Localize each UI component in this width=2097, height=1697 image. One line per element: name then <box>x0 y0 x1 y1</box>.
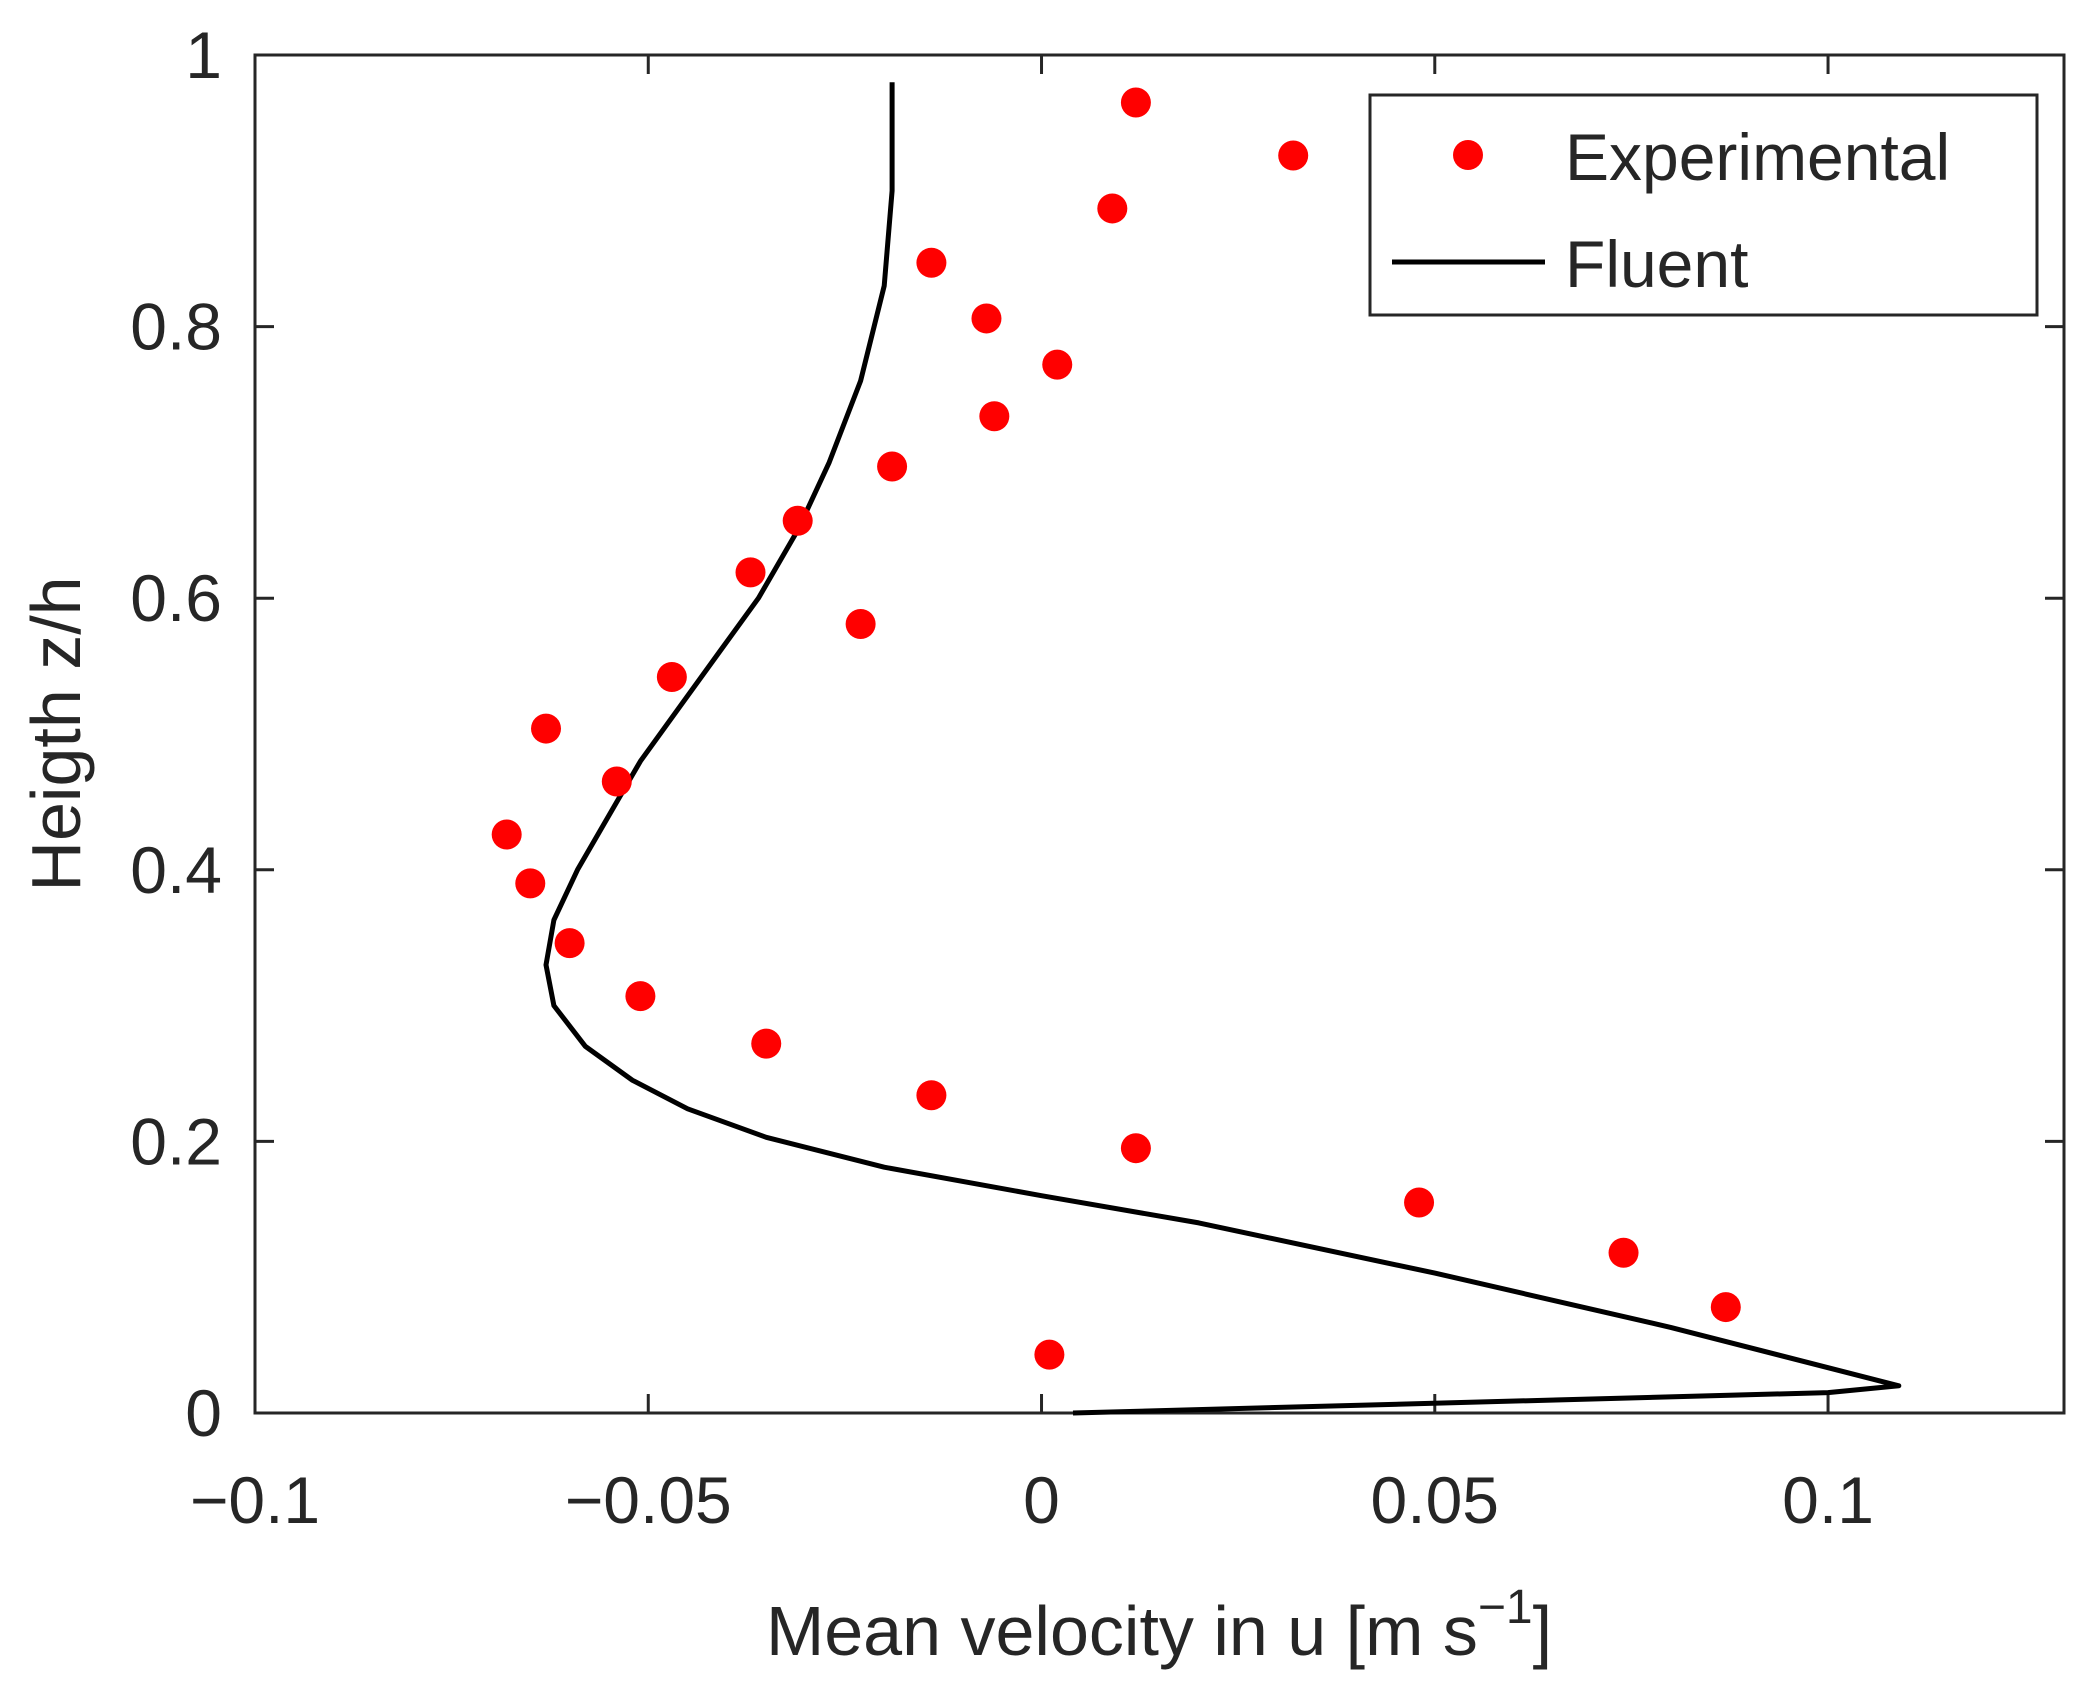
fluent-series-line <box>543 82 1902 1416</box>
experimental-point <box>971 303 1002 334</box>
legend-box <box>1368 93 2039 317</box>
experimental-point <box>751 1028 782 1059</box>
x-tick-label: −0.05 <box>565 1463 732 1537</box>
experimental-point <box>1034 1339 1065 1370</box>
experimental-point <box>554 928 585 959</box>
x-tick-label: −0.1 <box>190 1463 320 1537</box>
y-axis-title: Heigth z/h <box>17 576 95 891</box>
experimental-point <box>531 713 562 744</box>
experimental-point <box>625 981 656 1012</box>
legend-experimental-label: Experimental <box>1565 120 1950 194</box>
experimental-point <box>877 451 908 482</box>
experimental-point <box>1042 349 1073 380</box>
x-tick-label: 0.1 <box>1782 1463 1874 1537</box>
experimental-point <box>735 557 766 588</box>
y-tick-label: 0 <box>185 1376 222 1450</box>
experimental-point <box>1120 87 1151 118</box>
y-tick-label: 0.2 <box>130 1104 222 1178</box>
experimental-point <box>916 247 947 278</box>
experimental-point <box>845 609 876 640</box>
experimental-point <box>601 766 632 797</box>
y-tick-label: 1 <box>185 18 222 92</box>
x-tick-label: 0.05 <box>1371 1463 1499 1537</box>
experimental-point <box>1608 1237 1639 1268</box>
experimental-point <box>979 401 1010 432</box>
y-tick-label: 0.8 <box>130 290 222 364</box>
experimental-point <box>1278 140 1309 171</box>
experimental-point <box>491 819 522 850</box>
x-tick-label: 0 <box>1023 1463 1060 1537</box>
experimental-point <box>1404 1187 1435 1218</box>
legend-fluent-label: Fluent <box>1565 227 1748 301</box>
experimental-point <box>1710 1292 1741 1323</box>
experimental-point <box>916 1080 947 1111</box>
legend: Experimental Fluent <box>1368 93 2039 317</box>
experimental-point <box>1120 1133 1151 1164</box>
experimental-markers <box>491 87 1741 1370</box>
experimental-point <box>1097 193 1128 224</box>
experimental-point <box>515 868 546 899</box>
axis-tick-labels: −0.1 −0.05 0 0.05 0.1 0 0.2 0.4 0.6 0.8 1 <box>130 18 1874 1537</box>
fluent-line-layer <box>543 82 1902 1416</box>
x-axis-title: Mean velocity in u [m s−1] <box>766 1581 1552 1670</box>
y-tick-label: 0.6 <box>130 561 222 635</box>
experimental-point <box>656 661 687 692</box>
experimental-point <box>782 505 813 536</box>
legend-experimental-marker <box>1453 140 1483 170</box>
y-tick-label: 0.4 <box>130 833 222 907</box>
